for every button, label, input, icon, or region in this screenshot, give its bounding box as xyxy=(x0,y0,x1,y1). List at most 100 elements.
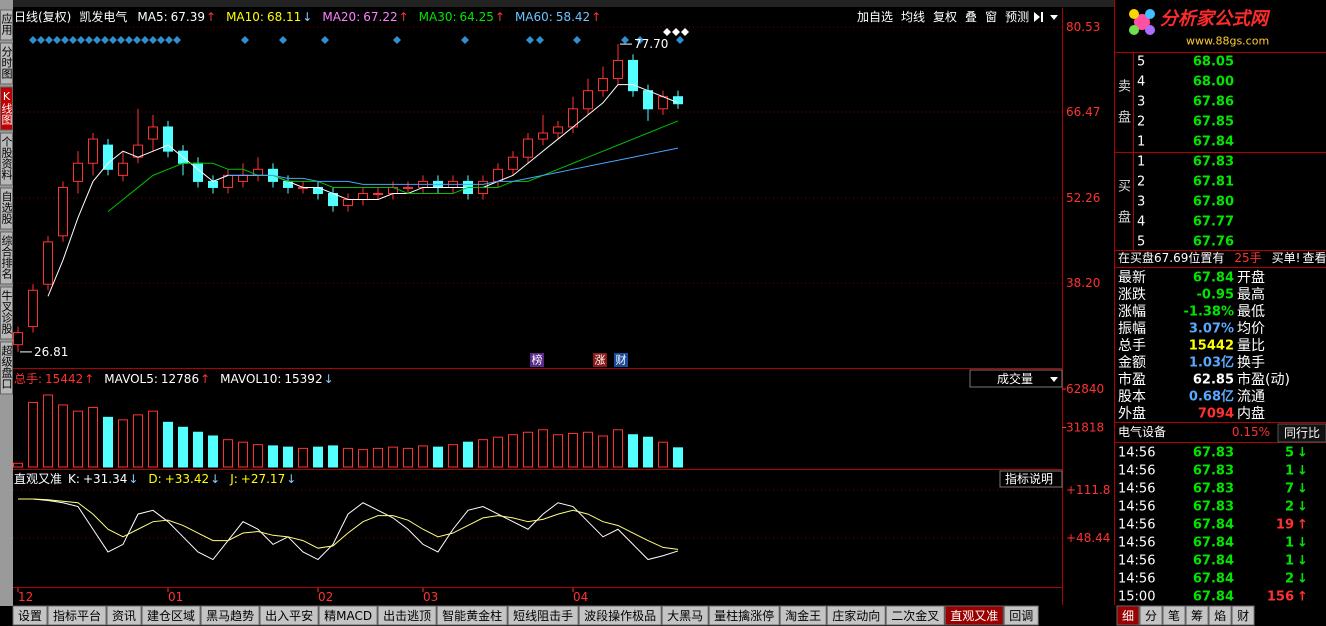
tab-label[interactable]: 资讯 xyxy=(112,609,136,623)
toolbar-icon[interactable] xyxy=(1050,15,1058,20)
tab[interactable] xyxy=(1162,605,1186,626)
tab[interactable] xyxy=(1231,605,1255,626)
tab[interactable] xyxy=(826,605,886,626)
toolbar-button[interactable]: 预测 xyxy=(1005,10,1029,24)
tab-label[interactable]: 出入平安 xyxy=(265,608,313,623)
indicator-selector-label[interactable]: 成交量 xyxy=(997,371,1033,386)
tab-label[interactable]: 二次金叉 xyxy=(891,608,939,623)
trade-time: 14:56 xyxy=(1118,518,1155,533)
tab[interactable] xyxy=(1116,605,1140,626)
tab-label[interactable]: 笔 xyxy=(1168,608,1180,623)
tab[interactable] xyxy=(779,605,827,626)
tab[interactable] xyxy=(944,605,1004,626)
tab-label[interactable]: 指标平台 xyxy=(53,608,101,623)
compare-button[interactable] xyxy=(1277,423,1326,443)
tab[interactable] xyxy=(141,605,201,626)
tab-label[interactable]: 短线阻击手 xyxy=(513,609,573,623)
event-badge[interactable] xyxy=(530,353,544,367)
side-tab-label[interactable]: 分时图 xyxy=(0,46,13,80)
side-tab[interactable] xyxy=(0,42,13,85)
event-badge[interactable] xyxy=(593,353,607,367)
side-tab[interactable] xyxy=(0,86,13,131)
indicator-label: 总手: xyxy=(14,372,42,386)
tab-label[interactable]: 出击逃顶 xyxy=(383,609,431,623)
tab[interactable] xyxy=(661,605,709,626)
toolbar-icon xyxy=(1041,12,1043,22)
annotation-label: 77.70 xyxy=(634,37,668,51)
side-tab-label[interactable]: 牛叉诊股 xyxy=(0,289,13,335)
toolbar-button[interactable]: 加自选 xyxy=(857,10,893,24)
event-label[interactable]: 财 xyxy=(616,353,627,367)
tab-label[interactable]: 筹 xyxy=(1191,609,1203,623)
tab[interactable] xyxy=(1208,605,1232,626)
y-tick-label: 52.26 xyxy=(1066,191,1100,205)
quote-value: 7094 xyxy=(1198,407,1234,422)
note-volume: 25手 xyxy=(1234,251,1261,265)
side-tab[interactable] xyxy=(0,286,13,340)
side-tab[interactable] xyxy=(0,132,13,186)
trade-price: 67.83 xyxy=(1193,500,1234,515)
tab-label[interactable]: 大黑马 xyxy=(667,609,703,623)
tab-label[interactable]: 庄家动向 xyxy=(832,608,880,623)
indicator-help-button[interactable] xyxy=(999,470,1063,488)
tab-label[interactable]: 设置 xyxy=(18,609,42,623)
side-tab[interactable] xyxy=(0,9,13,41)
side-tab-label[interactable]: K线图 xyxy=(0,90,13,126)
side-tab[interactable] xyxy=(0,187,13,230)
toolbar-button[interactable]: 叠 xyxy=(965,10,977,24)
toolbar-button[interactable]: 均线 xyxy=(901,10,925,24)
quote-label: 金额 xyxy=(1118,355,1146,371)
indicator-label: MA30: xyxy=(419,10,457,24)
tab-label[interactable]: 焰 xyxy=(1214,608,1226,623)
tab[interactable] xyxy=(377,605,437,626)
tab[interactable] xyxy=(708,605,780,626)
trade-time: 14:56 xyxy=(1118,536,1155,551)
tab-label[interactable]: 财 xyxy=(1237,609,1249,623)
side-tab-label[interactable]: 综合排名 xyxy=(0,234,13,279)
compare-label[interactable]: 同行比 xyxy=(1284,426,1320,440)
tab-label[interactable]: 建仓区域 xyxy=(147,609,195,623)
tab[interactable] xyxy=(578,605,662,626)
tab-label[interactable]: 智能黄金柱 xyxy=(442,608,502,623)
event-label[interactable]: 涨 xyxy=(595,354,606,367)
tab[interactable] xyxy=(12,605,48,626)
tab[interactable] xyxy=(507,605,579,626)
side-tab[interactable] xyxy=(0,231,13,285)
tab[interactable] xyxy=(47,605,107,626)
tab[interactable] xyxy=(1003,605,1039,626)
tab[interactable] xyxy=(1185,605,1209,626)
event-label[interactable]: 榜 xyxy=(532,353,543,367)
side-tab-label[interactable]: 个股资料 xyxy=(0,136,13,181)
tab[interactable] xyxy=(259,605,319,626)
side-tab-label[interactable]: 超级盘口 xyxy=(0,344,13,389)
tab-label[interactable]: 分 xyxy=(1145,609,1157,623)
side-tab[interactable] xyxy=(0,341,13,395)
tab-label[interactable]: 直观又准 xyxy=(950,609,998,623)
tab[interactable] xyxy=(200,605,260,626)
tab-label[interactable]: 波段操作极品 xyxy=(584,608,656,623)
tab-label[interactable]: 回调 xyxy=(1009,609,1033,623)
event-badge[interactable] xyxy=(614,353,628,367)
tab[interactable] xyxy=(436,605,508,626)
trade-direction: ↓ xyxy=(1297,482,1308,497)
toolbar-button[interactable]: 窗 xyxy=(985,10,997,24)
toolbar-icon[interactable] xyxy=(1034,12,1040,22)
signal-diamond xyxy=(85,36,93,44)
tab[interactable] xyxy=(885,605,945,626)
tab-label[interactable]: 精MACD xyxy=(324,609,372,623)
indicator-selector[interactable] xyxy=(969,369,1063,388)
tab-label[interactable]: 淘金王 xyxy=(785,608,821,623)
tab[interactable] xyxy=(1139,605,1163,626)
tab[interactable] xyxy=(106,605,142,626)
y-tick-label: 66.47 xyxy=(1066,105,1100,119)
volume-bar xyxy=(193,431,203,468)
indicator-help-label[interactable]: 指标说明 xyxy=(1005,471,1053,486)
side-tab-label[interactable]: 应用 xyxy=(0,12,13,36)
indicator-label: MA5: xyxy=(137,10,167,24)
tab-label[interactable]: 量柱擒涨停 xyxy=(714,608,774,623)
tab-label[interactable]: 细 xyxy=(1122,609,1134,623)
toolbar-button[interactable]: 复权 xyxy=(933,10,957,24)
side-tab-label[interactable]: 自选股 xyxy=(0,191,13,225)
tab[interactable] xyxy=(318,605,378,626)
tab-label[interactable]: 黑马趋势 xyxy=(206,609,254,623)
